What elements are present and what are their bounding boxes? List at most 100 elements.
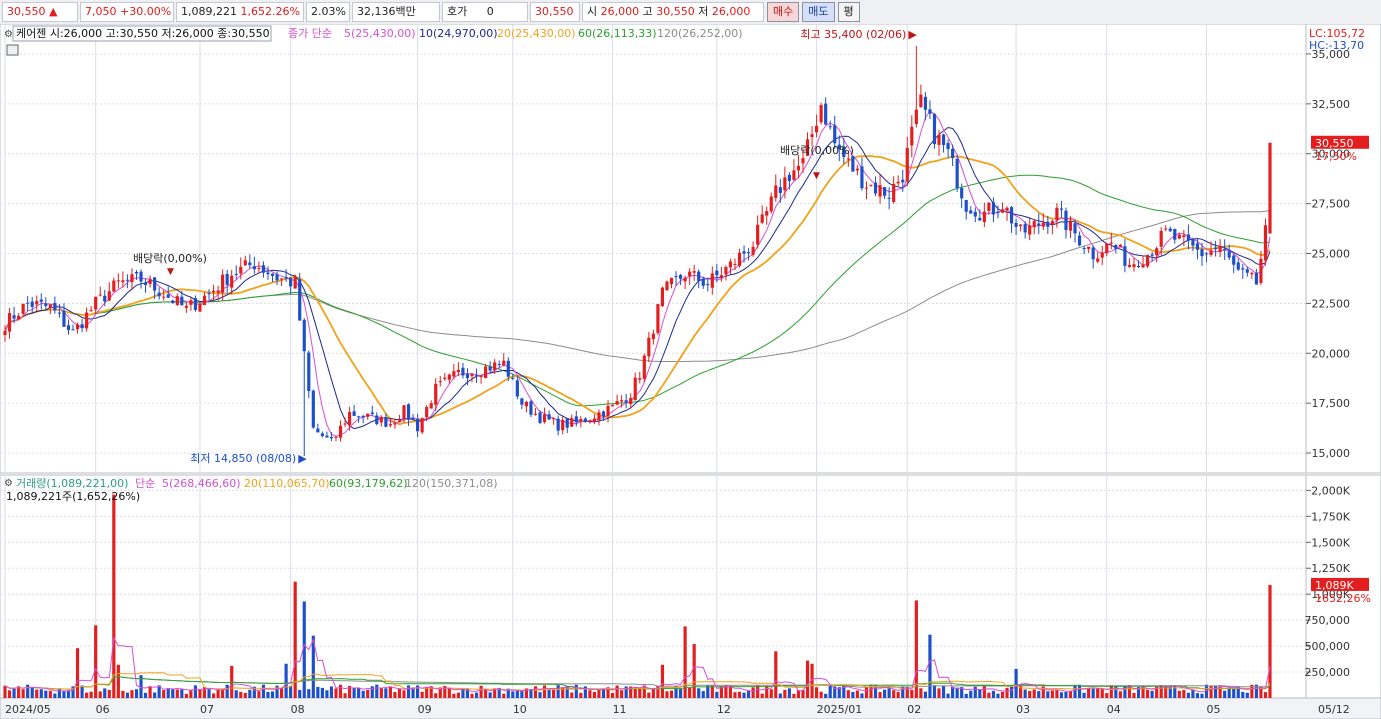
- volume-bar: [234, 690, 238, 698]
- date-tick-label: 08: [291, 703, 305, 716]
- volume-bar: [279, 688, 284, 698]
- candle-body: [769, 196, 773, 212]
- stock-chart[interactable]: 15,000 17,500 20,000 22,500 25,000 27,500 30,0…: [0, 24, 1381, 719]
- candle-body: [683, 277, 687, 282]
- candle-body: [148, 279, 152, 284]
- volume-bar: [996, 693, 1000, 698]
- candle-body: [1028, 225, 1032, 235]
- volume-bar: [1218, 685, 1222, 698]
- candle-body: [810, 134, 814, 138]
- sell-button[interactable]: 매도: [802, 2, 835, 22]
- buy-button[interactable]: 매수: [767, 2, 800, 22]
- volume-bar: [456, 692, 460, 698]
- volume-bar: [533, 686, 538, 698]
- volume-ma20-label: 20(110,065,70): [244, 477, 330, 490]
- volume-bar: [610, 692, 615, 698]
- volume-bar: [438, 687, 442, 698]
- price-ma-header: 종가 단순: [288, 27, 332, 40]
- stock-info-title: 케어젠 시:26,000 고:30,550 저:26,000 종:30,550: [16, 27, 270, 40]
- volume-bar: [30, 687, 34, 698]
- candle-body: [225, 273, 229, 285]
- candle-body: [239, 266, 243, 274]
- volume-bar: [484, 688, 488, 698]
- volume-bar: [969, 690, 973, 698]
- volume-bar: [465, 688, 470, 698]
- candle-body: [538, 412, 542, 423]
- candle-body: [343, 423, 347, 425]
- candle-body: [833, 125, 837, 144]
- volume-bar: [1259, 686, 1263, 698]
- volume-bar: [452, 693, 456, 698]
- candle-body: [484, 366, 488, 379]
- candle-body: [7, 312, 12, 332]
- volume-bar: [1209, 685, 1213, 698]
- current-price-pct: 17,50%: [1315, 150, 1357, 163]
- volume-bar: [855, 690, 859, 698]
- hoga-cell: 호가 0: [442, 2, 528, 22]
- volume-bar: [751, 687, 755, 698]
- candle-body: [901, 179, 905, 183]
- volume-bar: [805, 660, 810, 698]
- candle-body: [1118, 244, 1122, 247]
- volume-settings-icon[interactable]: ⚙: [4, 478, 13, 489]
- turnover-cell: 2.03%: [306, 2, 350, 22]
- flat-button[interactable]: 평: [837, 2, 860, 22]
- volume-bar: [134, 689, 139, 698]
- volume-bar: [343, 693, 347, 698]
- candle-body: [606, 405, 610, 416]
- volume-bar: [978, 689, 982, 698]
- candle-body: [438, 381, 442, 383]
- grid-toggle-icon[interactable]: [6, 44, 19, 56]
- candle-body: [819, 105, 823, 123]
- candle-body: [248, 262, 252, 266]
- volume-bar: [1182, 689, 1186, 698]
- volume-bar: [715, 691, 719, 698]
- volume-bar: [348, 685, 352, 698]
- candle-body: [547, 414, 551, 420]
- candle-body: [71, 329, 75, 331]
- volume-bar: [302, 601, 306, 698]
- volume-bar: [624, 686, 628, 698]
- current-price: 30,550: [7, 5, 46, 18]
- volume-bar: [1223, 690, 1227, 698]
- candle-body: [257, 267, 261, 269]
- candle-body: [130, 274, 134, 283]
- candle-body: [529, 401, 533, 415]
- price-tick-label: 35,000: [1312, 48, 1351, 61]
- volume-bar: [919, 688, 923, 698]
- volume-bar: [334, 688, 338, 698]
- candle-body: [542, 414, 547, 423]
- candle-body: [960, 187, 964, 199]
- volume-bar: [379, 688, 383, 698]
- volume-bar: [883, 689, 887, 698]
- volume-bar: [1009, 686, 1014, 698]
- volume-bar: [701, 691, 705, 698]
- candle-body: [193, 298, 198, 310]
- volume-layer: [3, 494, 1272, 698]
- volume-bar: [828, 684, 832, 698]
- volume-bar: [121, 690, 125, 698]
- price-change: 7,050: [85, 5, 117, 18]
- candle-body: [846, 158, 850, 160]
- volume-bar: [873, 684, 878, 698]
- volume-bar: [293, 581, 297, 698]
- volume-bar: [914, 600, 918, 698]
- volume-bar: [633, 687, 637, 698]
- candle-body: [520, 398, 524, 405]
- volume-bar: [1164, 685, 1168, 698]
- candle-body: [796, 165, 801, 171]
- candle-body: [216, 290, 220, 293]
- volume-bar: [769, 689, 773, 698]
- candle-body: [357, 416, 361, 418]
- volume-bar: [1127, 684, 1132, 698]
- candle-body: [706, 284, 710, 286]
- volume-bar: [1068, 691, 1073, 698]
- volume-cell: 1,089,221 1,652.26%: [176, 2, 304, 22]
- candle-body: [570, 418, 574, 427]
- volume-bar: [1250, 684, 1254, 698]
- chart-settings-icon[interactable]: ⚙: [4, 29, 13, 40]
- candle-body: [760, 214, 764, 223]
- volume-bar: [746, 690, 751, 698]
- high-value: 30,550: [656, 5, 695, 18]
- candle-body: [1123, 246, 1127, 266]
